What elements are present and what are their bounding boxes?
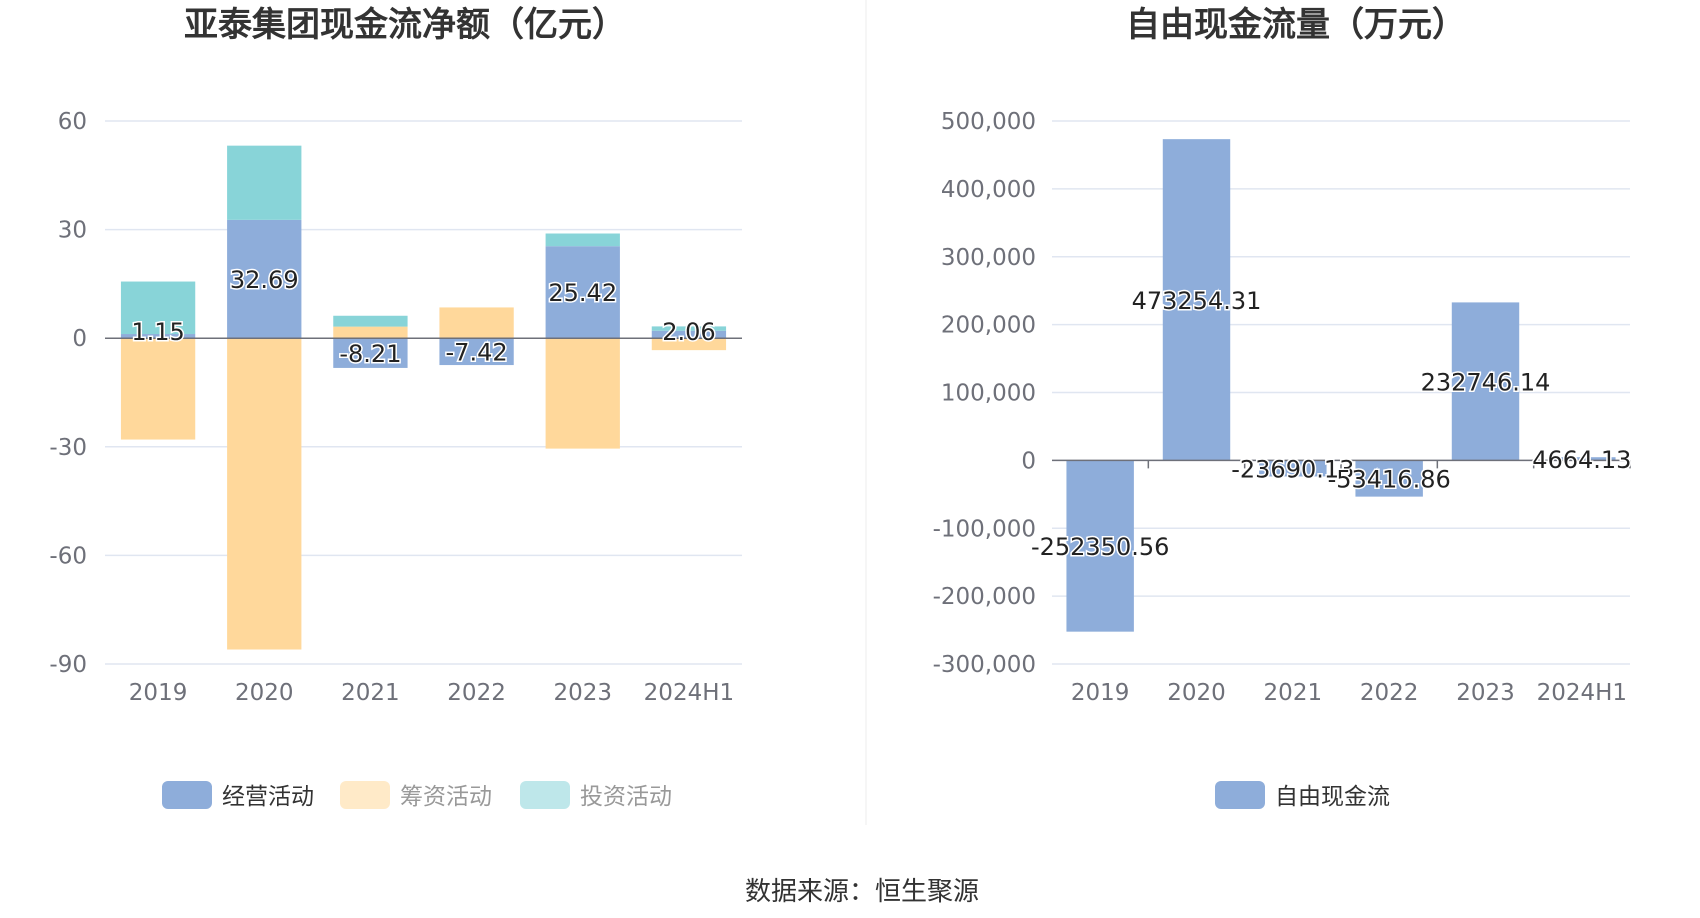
free-cash-flow-bars [1052, 139, 1631, 632]
legend-swatch [340, 781, 390, 809]
legend-item-free-cash-flow[interactable]: 自由现金流 [1215, 781, 1390, 810]
data-label-free-cash-flow: 473254.31 [1132, 287, 1262, 315]
bar-financing-2024H1[interactable] [651, 338, 727, 351]
free-cash-flow-title: 自由现金流量（万元） [1126, 5, 1466, 45]
bar-free-cash-flow-2023[interactable] [1451, 302, 1520, 461]
x-tick-label: 2022 [1360, 680, 1419, 706]
bar-operating-2019[interactable] [120, 334, 196, 339]
data-label-operating: 2.06 [662, 318, 715, 346]
bar-financing-2021[interactable] [333, 326, 408, 339]
bar-financing-2019[interactable] [120, 338, 196, 440]
y-tick-label: 300,000 [941, 245, 1036, 271]
bar-operating-2023[interactable] [545, 246, 620, 339]
data-label-free-cash-flow: 232746.14 [1421, 368, 1551, 396]
y-tick-label: 30 [58, 218, 87, 244]
net-cash-flow-x-axis: 2019 2020 2021 2022 2023 2024H1 [129, 680, 734, 706]
legend-item-financing[interactable]: 筹资活动 [340, 781, 492, 810]
net-cash-flow-title: 亚泰集团现金流净额（亿元） [184, 5, 626, 45]
free-cash-flow-x-axis: 2019 2020 2021 2022 2023 2024H1 [1071, 680, 1627, 706]
bar-investing-2024H1[interactable] [651, 326, 727, 331]
bar-free-cash-flow-2022[interactable] [1355, 460, 1423, 497]
legend-label: 投资活动 [580, 784, 672, 810]
bar-free-cash-flow-2019[interactable] [1066, 460, 1134, 632]
data-label-free-cash-flow: -252350.56 [1031, 533, 1169, 561]
bar-investing-2023[interactable] [545, 233, 620, 247]
legend-label: 自由现金流 [1275, 784, 1390, 810]
data-label-operating: 32.69 [230, 266, 299, 294]
legend-swatch [162, 781, 212, 809]
y-tick-label: -60 [49, 543, 87, 569]
data-label-operating: 25.42 [548, 279, 617, 307]
legend-label: 经营活动 [222, 784, 314, 810]
bar-investing-2019[interactable] [120, 281, 196, 335]
x-tick-label: 2023 [553, 680, 612, 706]
net-cash-flow-data-labels: 1.15 32.69 -8.21 -7.42 25.42 2.06 [130, 265, 717, 370]
y-tick-label: -200,000 [933, 584, 1036, 610]
net-cash-flow-gridlines [105, 120, 742, 665]
bar-operating-2020[interactable] [227, 219, 302, 339]
data-label-free-cash-flow: -23690.13 [1231, 455, 1354, 483]
x-tick-label: 2024H1 [644, 680, 734, 706]
data-label-operating: 1.15 [131, 318, 184, 346]
x-tick-label: 2021 [341, 680, 400, 706]
legend-item-investing[interactable]: 投资活动 [520, 781, 672, 810]
y-tick-label: 500,000 [941, 109, 1036, 135]
bar-free-cash-flow-2024H1[interactable] [1548, 457, 1616, 461]
net-cash-flow-y-axis: 60 30 0 -30 -60 -90 [49, 109, 87, 678]
bar-financing-2022[interactable] [439, 307, 514, 339]
x-tick-label: 2024H1 [1537, 680, 1627, 706]
bar-free-cash-flow-2020[interactable] [1162, 139, 1231, 461]
bar-investing-2021[interactable] [333, 315, 408, 327]
free-cash-flow-data-labels: -252350.56 473254.31 -23690.13-53416.86 232… [1029, 285, 1633, 562]
bar-operating-2022[interactable] [439, 338, 514, 366]
net-cash-flow-legend[interactable]: 经营活动 筹资活动 投资活动 [162, 781, 672, 810]
data-label-free-cash-flow: -53416.86 [1328, 466, 1451, 494]
free-cash-flow-legend[interactable]: 自由现金流 [1215, 781, 1390, 810]
y-tick-label: 0 [72, 326, 87, 352]
net-cash-flow-chart: 亚泰集团现金流净额（亿元） 60 30 0 -30 -60 -90 2019 2020 202… [49, 5, 742, 810]
x-tick-label: 2020 [235, 680, 294, 706]
legend-item-operating[interactable]: 经营活动 [162, 781, 314, 810]
y-tick-label: 200,000 [941, 313, 1036, 339]
x-tick-label: 2021 [1264, 680, 1323, 706]
data-label-operating: -7.42 [446, 339, 508, 367]
legend-swatch [520, 781, 570, 809]
bar-operating-2024H1[interactable] [651, 330, 727, 339]
x-tick-label: 2023 [1456, 680, 1515, 706]
bar-free-cash-flow-2021[interactable] [1259, 460, 1327, 477]
y-tick-label: 100,000 [941, 381, 1036, 407]
y-tick-label: -300,000 [933, 652, 1036, 678]
legend-label: 筹资活动 [400, 784, 492, 810]
data-source-note: 数据来源：恒生聚源 [745, 877, 979, 907]
data-label-operating: -8.21 [339, 340, 401, 368]
free-cash-flow-y-axis: 500,000 400,000 300,000 200,000 100,000 0 -100… [933, 109, 1036, 678]
net-cash-flow-bars [105, 145, 742, 650]
y-tick-label: -90 [49, 652, 87, 678]
y-tick-label: -100,000 [933, 516, 1036, 542]
data-label-free-cash-flow: 4664.13 [1532, 446, 1631, 474]
y-tick-label: 60 [58, 109, 87, 135]
x-tick-label: 2020 [1167, 680, 1226, 706]
y-tick-label: 0 [1021, 448, 1036, 474]
x-tick-label: 2022 [447, 680, 506, 706]
bar-operating-2021[interactable] [333, 338, 408, 368]
bar-investing-2020[interactable] [227, 145, 302, 220]
free-cash-flow-chart: 自由现金流量（万元） 500,000 400,000 300,000 200,000 1… [933, 5, 1633, 810]
y-tick-label: 400,000 [941, 177, 1036, 203]
bar-financing-2020[interactable] [227, 338, 302, 650]
legend-swatch [1215, 781, 1265, 809]
x-tick-label: 2019 [129, 680, 188, 706]
x-tick-label: 2019 [1071, 680, 1130, 706]
y-tick-label: -30 [49, 435, 87, 461]
bar-financing-2023[interactable] [545, 338, 620, 449]
